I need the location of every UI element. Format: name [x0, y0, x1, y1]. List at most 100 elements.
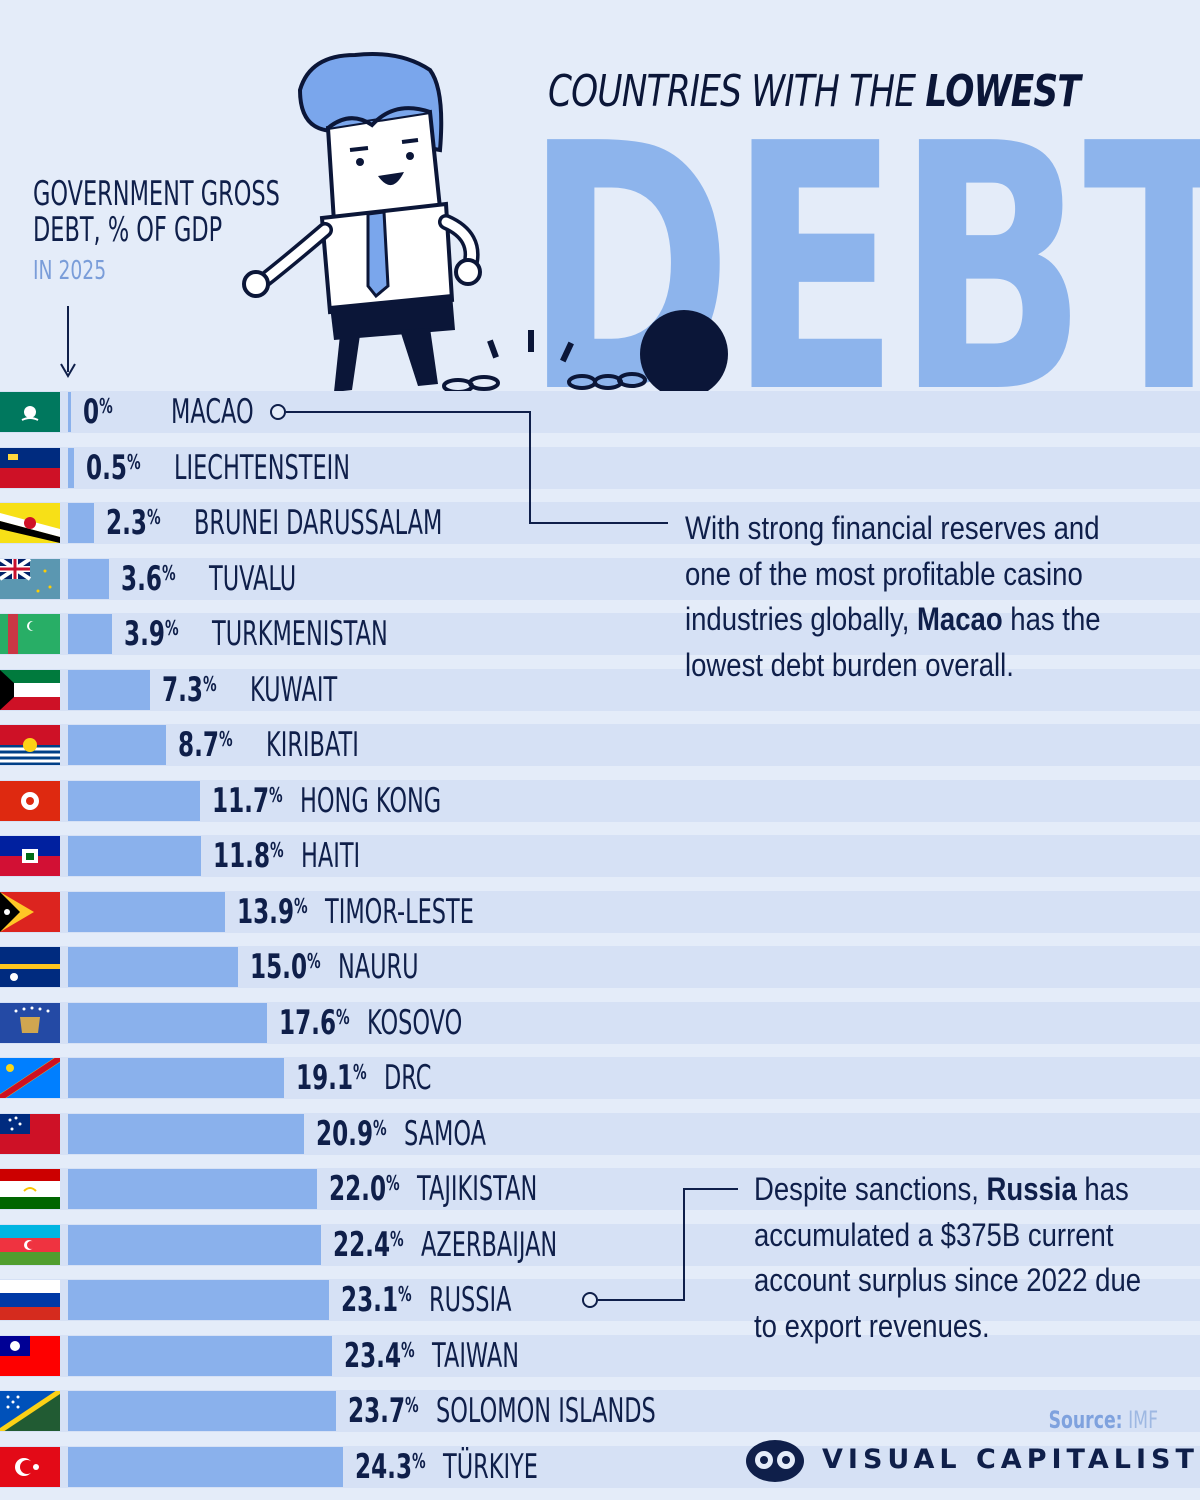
bar	[68, 1058, 284, 1098]
bar	[68, 780, 201, 821]
bar	[68, 836, 202, 876]
timor-leste-flag-icon	[0, 891, 60, 932]
samoa-flag-icon	[0, 1113, 60, 1154]
row-background	[0, 613, 1200, 655]
bar	[68, 503, 94, 543]
value-label: 24.3%	[354, 1446, 426, 1487]
russia-connector-dot	[582, 1292, 598, 1308]
turkiye-flag-icon	[0, 1446, 60, 1487]
down-arrow-icon	[60, 306, 76, 378]
axis-title: GOVERNMENT GROSS DEBT, % OF GDP	[33, 174, 280, 250]
value-label: 0.5%	[85, 447, 141, 488]
country-label: NAURU	[337, 947, 419, 987]
taiwan-flag-icon	[0, 1335, 60, 1376]
row-background	[0, 724, 1200, 766]
value-label: 2.3%	[105, 503, 161, 543]
kosovo-flag-icon	[0, 1002, 60, 1043]
value-label: 23.4%	[344, 1335, 416, 1376]
bar	[68, 669, 151, 710]
value-label: 17.6%	[278, 1002, 350, 1043]
value-label: 11.8%	[213, 836, 285, 876]
page-title: COUNTRIES WITH THE LOWEST	[548, 66, 1081, 117]
bar	[68, 1002, 267, 1043]
bar	[68, 1280, 330, 1320]
value-label: 11.7%	[212, 780, 283, 821]
country-label: KIRIBATI	[266, 725, 360, 765]
value-label: 23.1%	[341, 1280, 412, 1320]
country-label: HONG KONG	[300, 780, 442, 821]
hong-kong-flag-icon	[0, 780, 60, 821]
bar	[68, 891, 226, 932]
value-label: 7.3%	[162, 669, 218, 710]
russia-connector-line	[598, 1188, 738, 1301]
value-label: 3.9%	[124, 614, 179, 654]
value-label: 20.9%	[316, 1113, 387, 1154]
value-label: 13.9%	[237, 891, 308, 932]
country-label: SAMOA	[404, 1113, 487, 1154]
value-label: 22.0%	[328, 1169, 400, 1209]
country-label: DRC	[383, 1058, 432, 1098]
macao-annotation: With strong financial reserves and one o…	[685, 510, 1101, 683]
businessman-illustration	[242, 52, 728, 398]
kuwait-flag-icon	[0, 669, 60, 710]
tajikistan-flag-icon	[0, 1169, 60, 1209]
country-label: TUVALU	[208, 558, 296, 599]
country-label: MACAO	[171, 392, 254, 432]
bar	[68, 1113, 305, 1154]
russia-annotation: Despite sanctions, Russia has accumulate…	[754, 1171, 1142, 1344]
row-background	[0, 391, 1200, 433]
country-label: KOSOVO	[366, 1002, 463, 1043]
macao-connector-dot	[270, 404, 286, 420]
value-label: 15.0%	[249, 947, 321, 987]
brand-name: VISUAL CAPITALIST	[822, 1444, 1199, 1475]
bar	[68, 725, 167, 765]
country-label: HAITI	[301, 836, 361, 876]
kiribati-flag-icon	[0, 725, 60, 765]
country-label: TIMOR-LESTE	[325, 891, 475, 932]
value-label: 22.4%	[333, 1224, 404, 1265]
country-label: SOLOMON ISLANDS	[435, 1391, 656, 1431]
value-label: 0%	[83, 392, 113, 432]
country-label: KUWAIT	[250, 669, 338, 710]
bar	[68, 1335, 333, 1376]
liechtenstein-flag-icon	[0, 447, 60, 488]
row-background	[0, 557, 1200, 600]
bar	[68, 392, 71, 432]
bar	[68, 558, 109, 599]
country-label: RUSSIA	[429, 1280, 512, 1320]
drc-flag-icon	[0, 1058, 60, 1098]
solomon-islands-flag-icon	[0, 1391, 60, 1431]
country-label: LIECHTENSTEIN	[173, 447, 350, 488]
bar	[68, 1169, 317, 1209]
country-label: TAIWAN	[432, 1335, 520, 1376]
value-label: 8.7%	[178, 725, 233, 765]
value-label: 3.6%	[120, 558, 176, 599]
bar	[68, 1224, 322, 1265]
country-label: AZERBAIJAN	[421, 1224, 558, 1265]
macao-flag-icon	[0, 392, 60, 432]
visual-capitalist-logo-icon	[746, 1440, 804, 1482]
bar	[68, 614, 113, 654]
brunei-flag-icon	[0, 503, 60, 543]
source-note: Source: IMF	[1048, 1406, 1158, 1434]
row-background	[0, 668, 1200, 711]
country-label: TURKMENISTAN	[212, 614, 388, 654]
turkmenistan-flag-icon	[0, 614, 60, 654]
row-background	[0, 446, 1200, 489]
value-label: 19.1%	[295, 1058, 367, 1098]
big-debt-word: DEBT	[524, 72, 1200, 468]
russia-flag-icon	[0, 1280, 60, 1320]
tuvalu-flag-icon	[0, 558, 60, 599]
country-label: TÜRKIYE	[442, 1446, 538, 1487]
nauru-flag-icon	[0, 947, 60, 987]
azerbaijan-flag-icon	[0, 1224, 60, 1265]
value-label: 23.7%	[347, 1391, 419, 1431]
country-label: BRUNEI DARUSSALAM	[193, 503, 443, 543]
haiti-flag-icon	[0, 836, 60, 876]
macao-connector-line	[286, 411, 668, 524]
bar	[68, 447, 74, 488]
bar	[68, 947, 238, 987]
bar	[68, 1391, 336, 1431]
